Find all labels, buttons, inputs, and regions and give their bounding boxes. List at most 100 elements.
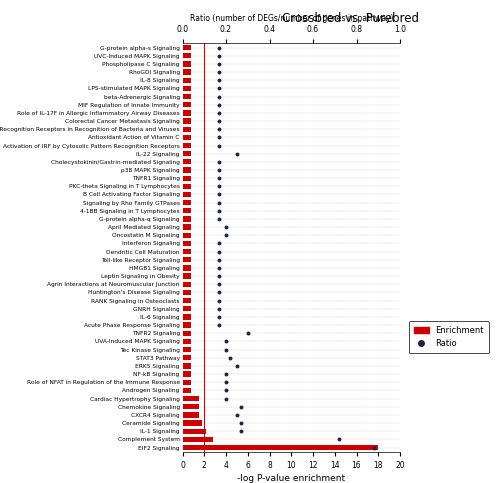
Bar	[182, 167, 191, 172]
Point	[216, 60, 224, 68]
Bar	[182, 143, 191, 148]
Bar	[182, 200, 191, 205]
Bar	[182, 175, 191, 181]
Bar	[182, 282, 191, 287]
Bar	[182, 225, 191, 230]
Bar	[182, 404, 199, 410]
Legend: Enrichment, Ratio: Enrichment, Ratio	[408, 321, 488, 354]
Bar	[182, 53, 191, 58]
Point	[216, 281, 224, 288]
Bar	[182, 323, 191, 328]
Point	[216, 52, 224, 59]
Bar	[182, 85, 191, 91]
Point	[222, 231, 230, 239]
Point	[216, 288, 224, 296]
Point	[216, 207, 224, 214]
Point	[222, 395, 230, 402]
Point	[216, 305, 224, 313]
Bar	[182, 428, 206, 434]
Point	[216, 297, 224, 304]
Bar	[182, 412, 199, 417]
Point	[237, 427, 245, 435]
Point	[216, 215, 224, 223]
Point	[370, 444, 378, 452]
Point	[222, 338, 230, 345]
Bar	[182, 371, 191, 377]
Bar	[182, 110, 191, 115]
Bar	[182, 314, 191, 320]
Point	[216, 109, 224, 117]
Bar	[182, 339, 191, 344]
Point	[216, 166, 224, 174]
Bar	[182, 347, 191, 352]
Point	[216, 240, 224, 247]
Point	[226, 354, 234, 362]
Bar	[182, 159, 191, 165]
Point	[216, 199, 224, 207]
Point	[216, 313, 224, 321]
Point	[233, 150, 241, 157]
Point	[216, 125, 224, 133]
Bar	[182, 78, 191, 83]
Point	[216, 248, 224, 256]
Bar	[182, 265, 191, 270]
Point	[216, 256, 224, 264]
Point	[216, 191, 224, 199]
Bar	[182, 273, 191, 279]
Bar	[182, 330, 191, 336]
Point	[216, 93, 224, 100]
Bar	[182, 233, 191, 238]
Point	[233, 411, 241, 419]
Point	[216, 158, 224, 166]
Bar	[182, 70, 191, 75]
Bar	[182, 241, 191, 246]
Point	[222, 223, 230, 231]
Point	[335, 436, 343, 443]
Point	[216, 43, 224, 51]
Point	[216, 76, 224, 84]
Point	[216, 174, 224, 182]
Point	[216, 321, 224, 329]
Bar	[182, 363, 191, 369]
Bar	[182, 249, 191, 254]
Point	[216, 133, 224, 141]
Point	[244, 329, 252, 337]
Bar	[182, 61, 191, 67]
Bar	[182, 208, 191, 213]
Point	[216, 183, 224, 190]
Point	[222, 346, 230, 354]
Point	[216, 272, 224, 280]
Point	[222, 386, 230, 394]
Point	[216, 101, 224, 109]
Bar	[182, 290, 191, 295]
Bar	[182, 445, 378, 450]
Bar	[182, 135, 191, 140]
Bar	[182, 257, 191, 262]
Bar	[182, 355, 191, 360]
Bar	[182, 102, 191, 107]
Bar	[182, 306, 191, 312]
Point	[222, 378, 230, 386]
X-axis label: -log P-value enrichment: -log P-value enrichment	[237, 474, 346, 483]
Text: Crossbred vs. Purebred: Crossbred vs. Purebred	[282, 12, 418, 25]
Point	[216, 85, 224, 92]
Point	[237, 419, 245, 427]
Bar	[182, 127, 191, 132]
Bar	[182, 298, 191, 303]
Point	[216, 68, 224, 76]
Point	[216, 142, 224, 149]
Bar	[182, 380, 191, 385]
Bar	[182, 216, 191, 222]
Point	[216, 117, 224, 125]
Bar	[182, 437, 213, 442]
Bar	[182, 192, 191, 197]
Bar	[182, 420, 202, 426]
Bar	[182, 184, 191, 189]
Bar	[182, 396, 199, 401]
Point	[216, 264, 224, 272]
Point	[237, 403, 245, 411]
Point	[222, 370, 230, 378]
Bar	[182, 94, 191, 99]
Point	[233, 362, 241, 370]
X-axis label: Ratio (number of DEGs/number of genes in pathway): Ratio (number of DEGs/number of genes in…	[190, 14, 393, 23]
